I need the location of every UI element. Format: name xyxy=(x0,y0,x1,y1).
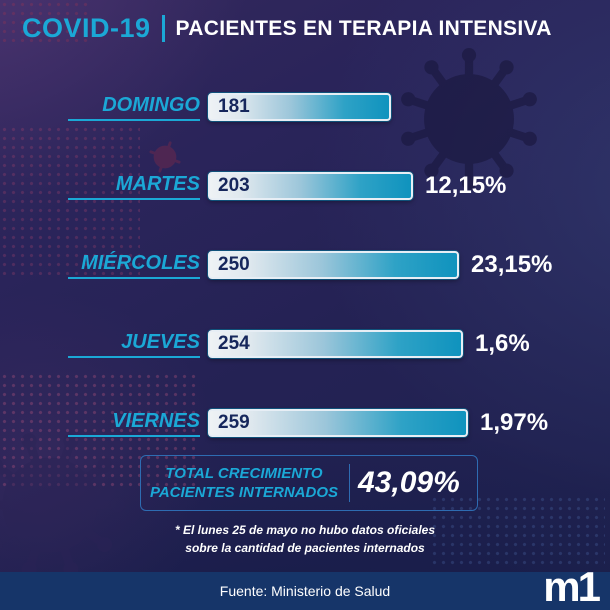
chart-row: DOMINGO 181 xyxy=(68,93,552,121)
total-growth-value: 43,09% xyxy=(358,466,460,499)
day-label: VIERNES xyxy=(68,410,200,437)
chart-row: MARTES 203 12,15% xyxy=(68,172,552,200)
patient-count: 254 xyxy=(218,333,250,354)
total-box-divider xyxy=(349,464,350,502)
source-label: Fuente: Ministerio de Salud xyxy=(219,583,391,599)
day-label: DOMINGO xyxy=(68,94,200,121)
header: COVID-19 PACIENTES EN TERAPIA INTENSIVA xyxy=(22,13,552,44)
growth-percent: 1,6% xyxy=(475,330,530,357)
day-label: MARTES xyxy=(68,173,200,200)
value-bar: 250 xyxy=(208,251,459,279)
value-bar: 181 xyxy=(208,93,391,121)
growth-percent: 23,15% xyxy=(471,251,553,278)
patient-count: 203 xyxy=(218,175,250,196)
header-divider xyxy=(161,15,165,42)
total-growth-label: TOTAL CRECIMIENTO PACIENTES INTERNADOS xyxy=(141,464,347,502)
total-growth-label-line1: TOTAL CRECIMIENTO xyxy=(165,464,323,482)
chart-row: JUEVES 254 1,6% xyxy=(68,330,552,358)
value-bar: 254 xyxy=(208,330,463,358)
page-title: PACIENTES EN TERAPIA INTENSIVA xyxy=(175,16,552,40)
day-label: MIÉRCOLES xyxy=(68,252,200,279)
day-label: JUEVES xyxy=(68,331,200,358)
brand-label: COVID-19 xyxy=(22,13,151,43)
footnote: * El lunes 25 de mayo no hubo datos ofic… xyxy=(0,521,610,557)
patient-count: 259 xyxy=(218,412,250,433)
chart-row: MIÉRCOLES 250 23,15% xyxy=(68,251,552,279)
growth-percent: 12,15% xyxy=(425,172,507,199)
patient-count: 250 xyxy=(218,254,250,275)
footnote-line1: * El lunes 25 de mayo no hubo datos ofic… xyxy=(174,523,436,537)
total-growth-label-line2: PACIENTES INTERNADOS xyxy=(149,484,339,501)
m1-logo: m1 xyxy=(543,563,601,610)
patient-count: 181 xyxy=(218,96,250,117)
chart-row: VIERNES 259 1,97% xyxy=(68,409,552,437)
value-bar: 259 xyxy=(208,409,468,437)
total-growth-box: TOTAL CRECIMIENTO PACIENTES INTERNADOS 4… xyxy=(140,455,478,511)
footer-strip xyxy=(0,572,610,610)
growth-percent: 1,97% xyxy=(480,409,549,436)
footnote-line2: sobre la cantidad de pacientes internado… xyxy=(185,541,425,555)
bar-chart: DOMINGO 181 MARTES 203 12,15% MIÉRCOLES … xyxy=(68,93,552,488)
value-bar: 203 xyxy=(208,172,413,200)
